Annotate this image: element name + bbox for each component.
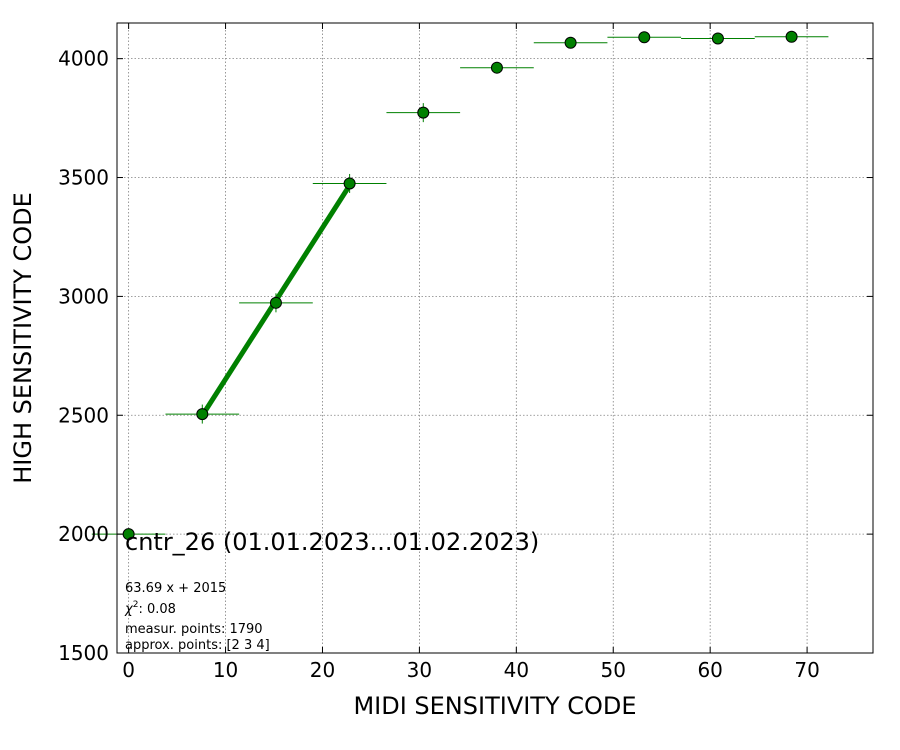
annotation-approx-points: approx. points: [2 3 4] (125, 638, 270, 653)
x-tick-label: 20 (310, 658, 335, 682)
x-axis-label: MIDI SENSITIVITY CODE (353, 692, 636, 720)
x-tick-label: 30 (407, 658, 432, 682)
data-point (785, 30, 798, 43)
y-axis-label: HIGH SENSITIVITY CODE (9, 192, 37, 484)
y-tick-label: 4000 (58, 47, 109, 71)
data-point (711, 32, 724, 45)
annotation-fit-equation: 63.69 x + 2015 (125, 581, 226, 596)
annotation-title: cntr_26 (01.01.2023...01.02.2023) (125, 528, 539, 556)
tick-labels: 0 10 20 30 40 50 60 70 1500 2000 2500 3000 3500 4000 (58, 47, 820, 682)
marker-layer (122, 30, 798, 541)
data-point (564, 36, 577, 49)
x-tick-label: 60 (697, 658, 722, 682)
y-tick-label: 3500 (58, 166, 109, 190)
x-tick-label: 0 (122, 658, 135, 682)
y-tick-label: 1500 (58, 641, 109, 665)
x-tick-label: 70 (794, 658, 819, 682)
data-point (638, 31, 651, 44)
data-point (269, 296, 282, 309)
data-point (122, 528, 135, 541)
data-point (196, 408, 209, 421)
annotation-measured-points: measur. points: 1790 (125, 622, 263, 637)
chi2-symbol: χ (124, 602, 134, 617)
data-point (343, 177, 356, 190)
plot-frame (116, 22, 874, 654)
data-point (490, 61, 503, 74)
chi2-superscript: 2 (133, 600, 139, 610)
x-tick-label: 50 (601, 658, 626, 682)
ticks (117, 23, 873, 654)
chi2-value: : 0.08 (138, 602, 175, 617)
annotation-chi2: χ2: 0.08 (124, 600, 176, 617)
y-tick-label: 2000 (58, 522, 109, 546)
x-tick-label: 10 (213, 658, 238, 682)
y-tick-label: 3000 (58, 284, 109, 308)
data-point (417, 106, 430, 119)
x-tick-label: 40 (504, 658, 529, 682)
y-tick-label: 2500 (58, 403, 109, 427)
